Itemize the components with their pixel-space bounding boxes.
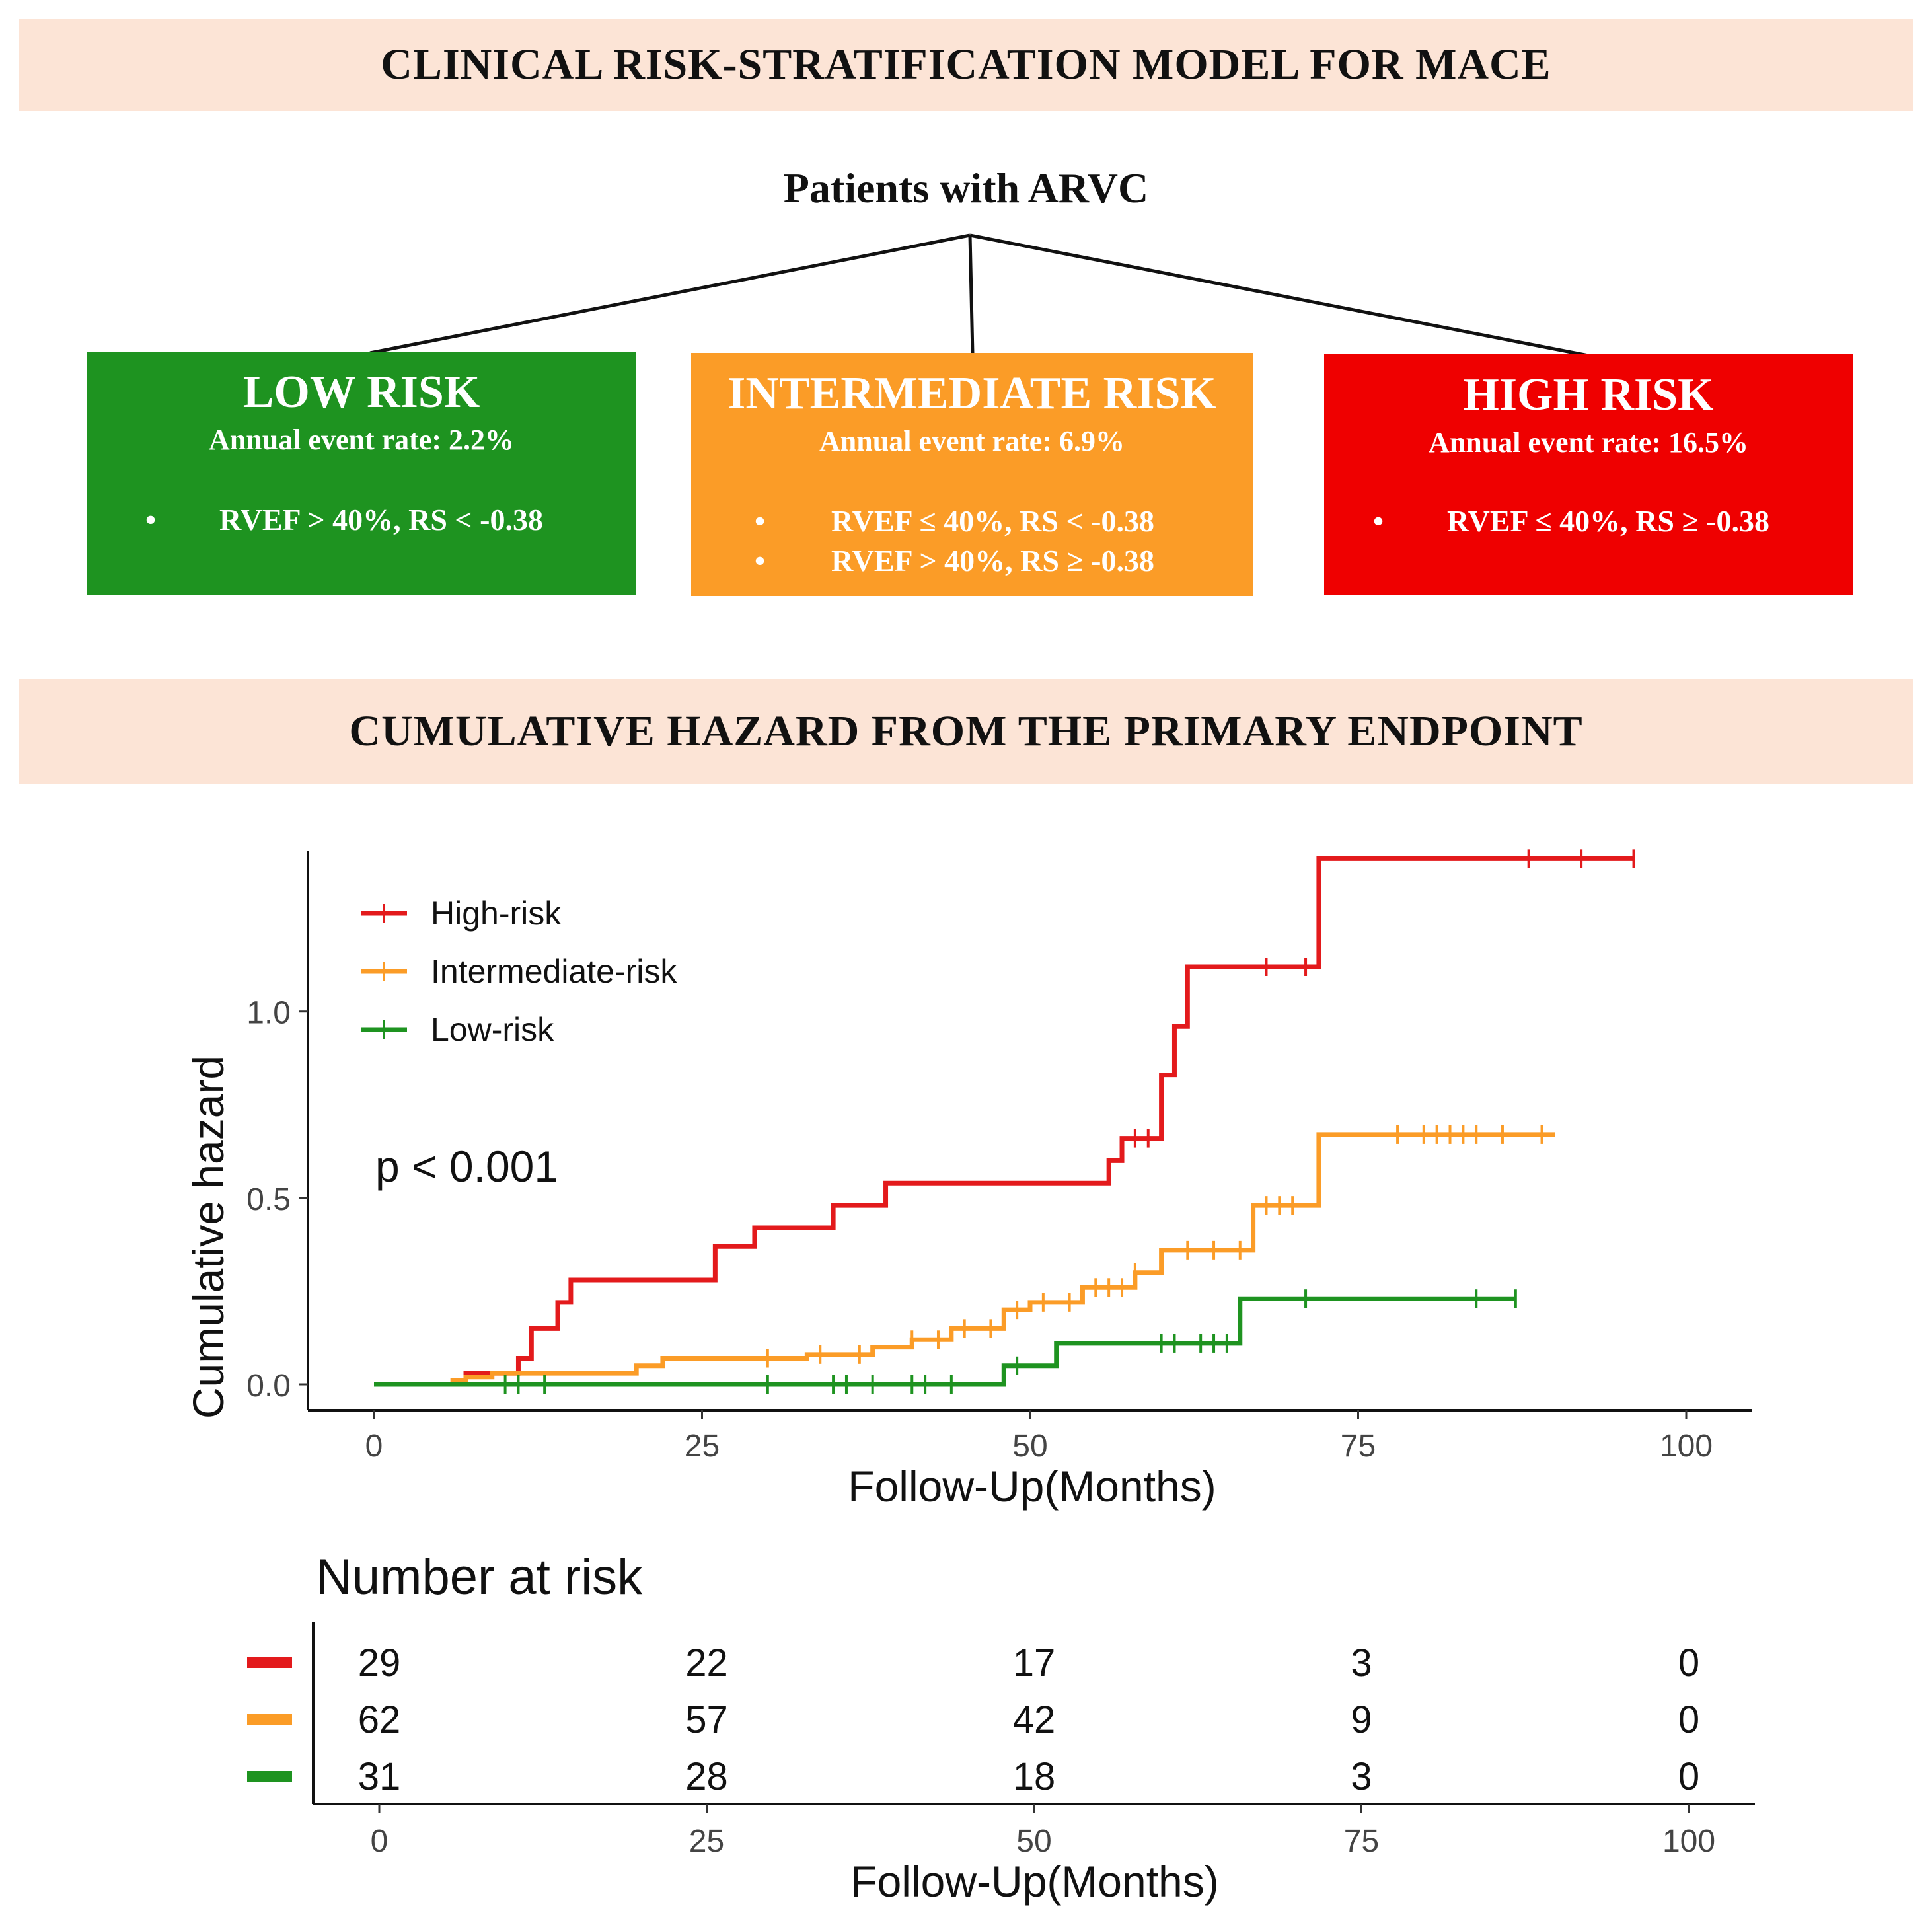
high-risk-rate: Annual event rate: 16.5% <box>1429 426 1748 459</box>
risk-table-cell: 0 <box>1678 1755 1699 1798</box>
low-risk-rate: Annual event rate: 2.2% <box>209 424 514 456</box>
risk-table-cell: 9 <box>1351 1698 1372 1741</box>
axes: 0.0 0.5 1.0 0 25 50 75 100 <box>246 851 1752 1464</box>
high-risk-title: HIGH RISK <box>1463 369 1714 420</box>
x-tick-label: 75 <box>1341 1429 1376 1464</box>
risk-table-x-tick-label: 0 <box>371 1824 389 1859</box>
tree-connectors <box>369 233 1589 358</box>
risk-table-cell: 31 <box>358 1755 401 1798</box>
intermediate-risk-bullet: • <box>755 504 766 538</box>
top-banner: CLINICAL RISK-STRATIFICATION MODEL FOR M… <box>19 19 1913 111</box>
risk-table-x-tick-label: 75 <box>1344 1824 1379 1859</box>
risk-table-x-axis-label: Follow-Up(Months) <box>850 1857 1218 1906</box>
y-tick-label: 0.5 <box>246 1182 291 1217</box>
legend-label: High-risk <box>431 895 562 932</box>
intermediate-risk-criterion: RVEF > 40%, RS ≥ -0.38 <box>831 544 1154 578</box>
risk-table-cell: 0 <box>1678 1698 1699 1741</box>
connector-high <box>969 233 1589 358</box>
cumulative-hazard-chart: 0.0 0.5 1.0 0 25 50 75 100 High-risk Intermediat… <box>184 849 1755 1906</box>
intermediate-risk-bullet: • <box>755 544 766 578</box>
risk-table-cell: 22 <box>685 1641 728 1684</box>
intermediate-risk-title: INTERMEDIATE RISK <box>727 368 1216 419</box>
tree-root-label: Patients with ARVC <box>783 165 1149 211</box>
high-risk-box: HIGH RISK Annual event rate: 16.5% • RVE… <box>1324 354 1853 595</box>
x-tick-label: 50 <box>1012 1429 1047 1464</box>
x-tick-label: 0 <box>365 1429 383 1464</box>
risk-table-title: Number at risk <box>316 1549 643 1605</box>
risk-table-x-tick-label: 100 <box>1662 1824 1715 1859</box>
high-risk-bullet: • <box>1373 504 1384 538</box>
y-tick-label: 0.0 <box>246 1369 291 1404</box>
risk-table: 29 22 17 3 0 62 57 42 9 0 31 28 18 3 0 0 25 50 75 100 <box>247 1622 1755 1859</box>
low-risk-criterion: RVEF > 40%, RS < -0.38 <box>219 503 543 537</box>
series-line <box>374 1132 1555 1387</box>
risk-table-cell: 0 <box>1678 1641 1699 1684</box>
low-risk-title: LOW RISK <box>242 367 480 418</box>
risk-table-cell: 42 <box>1013 1698 1056 1741</box>
x-axis-label: Follow-Up(Months) <box>848 1462 1216 1511</box>
plot-area <box>374 849 1635 1394</box>
intermediate-risk-criterion: RVEF ≤ 40%, RS < -0.38 <box>831 504 1154 538</box>
legend: High-risk Intermediate-risk Low-risk <box>361 895 677 1048</box>
series-line <box>374 856 1634 1387</box>
risk-table-x-tick-label: 25 <box>689 1824 724 1859</box>
risk-table-cell: 3 <box>1351 1755 1372 1798</box>
risk-table-cell: 18 <box>1013 1755 1056 1798</box>
risk-table-x-tick-label: 50 <box>1016 1824 1051 1859</box>
series-line <box>374 1296 1516 1387</box>
high-risk-criterion: RVEF ≤ 40%, RS ≥ -0.38 <box>1447 504 1770 538</box>
legend-label: Intermediate-risk <box>431 953 677 990</box>
top-banner-title: CLINICAL RISK-STRATIFICATION MODEL FOR M… <box>381 40 1551 89</box>
intermediate-risk-rate: Annual event rate: 6.9% <box>819 425 1125 457</box>
risk-table-cell: 62 <box>358 1698 401 1741</box>
connector-low <box>369 233 971 355</box>
x-tick-label: 100 <box>1660 1429 1713 1464</box>
y-axis-label: Cumulative hazard <box>184 1055 233 1419</box>
y-tick-label: 1.0 <box>246 996 291 1031</box>
p-value-annotation: p < 0.001 <box>375 1142 558 1191</box>
legend-label: Low-risk <box>431 1011 554 1048</box>
connector-intermediate <box>968 235 975 355</box>
intermediate-risk-box: INTERMEDIATE RISK Annual event rate: 6.9… <box>691 353 1253 596</box>
risk-table-cell: 29 <box>358 1641 401 1684</box>
low-risk-box: LOW RISK Annual event rate: 2.2% • RVEF … <box>87 352 636 595</box>
risk-table-cell: 3 <box>1351 1641 1372 1684</box>
bottom-banner-title: CUMULATIVE HAZARD FROM THE PRIMARY ENDPO… <box>349 707 1583 755</box>
risk-table-cell: 17 <box>1013 1641 1056 1684</box>
risk-table-cell: 28 <box>685 1755 728 1798</box>
risk-table-cell: 57 <box>685 1698 728 1741</box>
low-risk-bullet: • <box>145 503 157 537</box>
bottom-banner: CUMULATIVE HAZARD FROM THE PRIMARY ENDPO… <box>19 679 1913 784</box>
x-tick-label: 25 <box>685 1429 720 1464</box>
